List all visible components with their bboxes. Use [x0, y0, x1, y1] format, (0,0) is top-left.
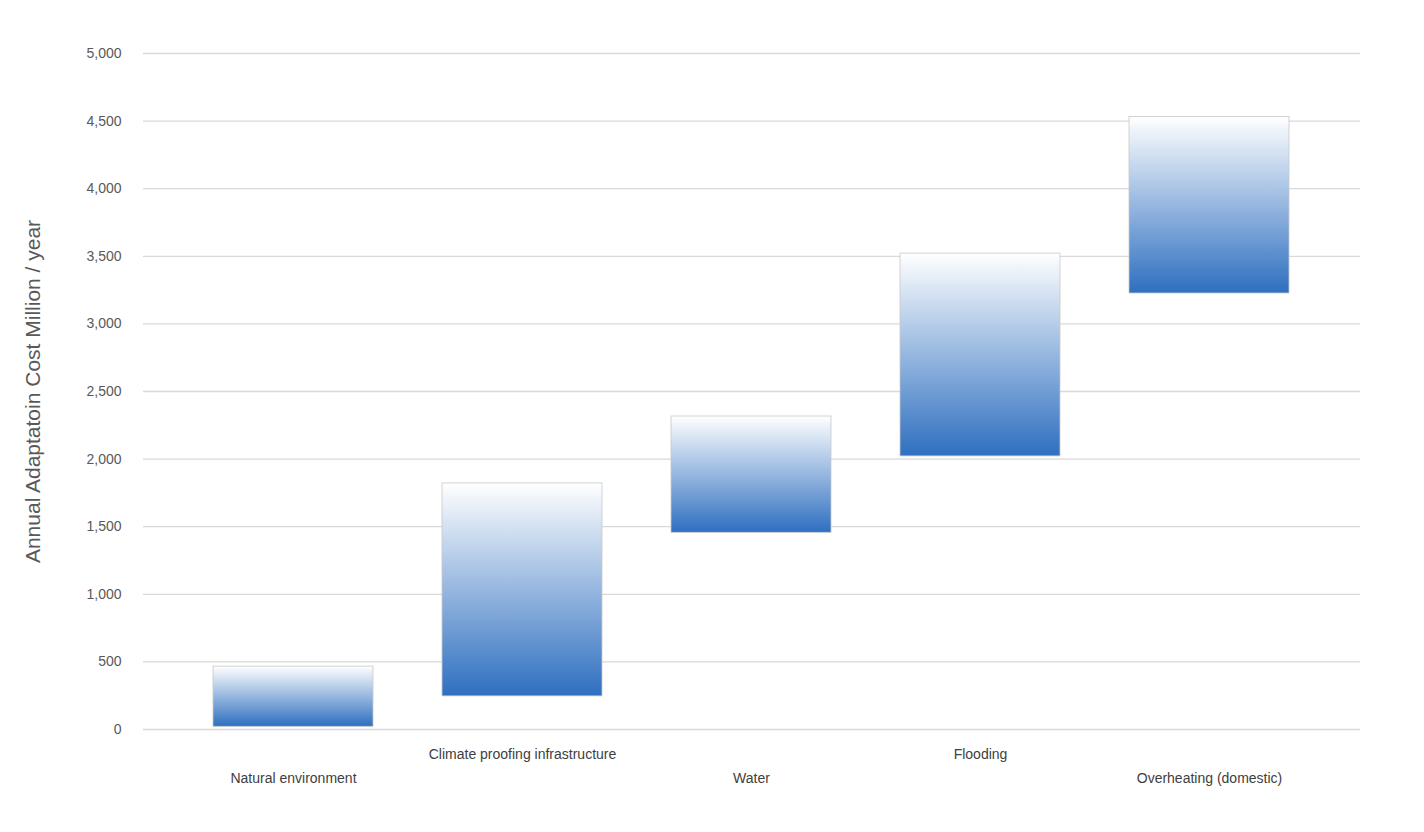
- svg-text:3,500: 3,500: [86, 248, 121, 264]
- svg-text:Annual Adaptatoin Cost Million: Annual Adaptatoin Cost Million / year: [21, 220, 44, 563]
- svg-text:2,000: 2,000: [86, 451, 121, 467]
- svg-text:Overheating (domestic): Overheating (domestic): [1137, 770, 1283, 786]
- svg-text:2,500: 2,500: [86, 383, 121, 399]
- svg-text:5,000: 5,000: [86, 45, 121, 61]
- svg-text:500: 500: [98, 653, 122, 669]
- svg-text:Water: Water: [733, 770, 770, 786]
- svg-text:0: 0: [114, 721, 122, 737]
- svg-text:Climate proofing infrastructur: Climate proofing infrastructure: [429, 746, 617, 762]
- svg-text:Natural environment: Natural environment: [230, 770, 356, 786]
- svg-text:3,000: 3,000: [86, 315, 121, 331]
- svg-text:4,500: 4,500: [86, 113, 121, 129]
- svg-text:1,500: 1,500: [86, 518, 121, 534]
- svg-text:1,000: 1,000: [86, 586, 121, 602]
- svg-text:Flooding: Flooding: [954, 746, 1008, 762]
- svg-text:4,000: 4,000: [86, 180, 121, 196]
